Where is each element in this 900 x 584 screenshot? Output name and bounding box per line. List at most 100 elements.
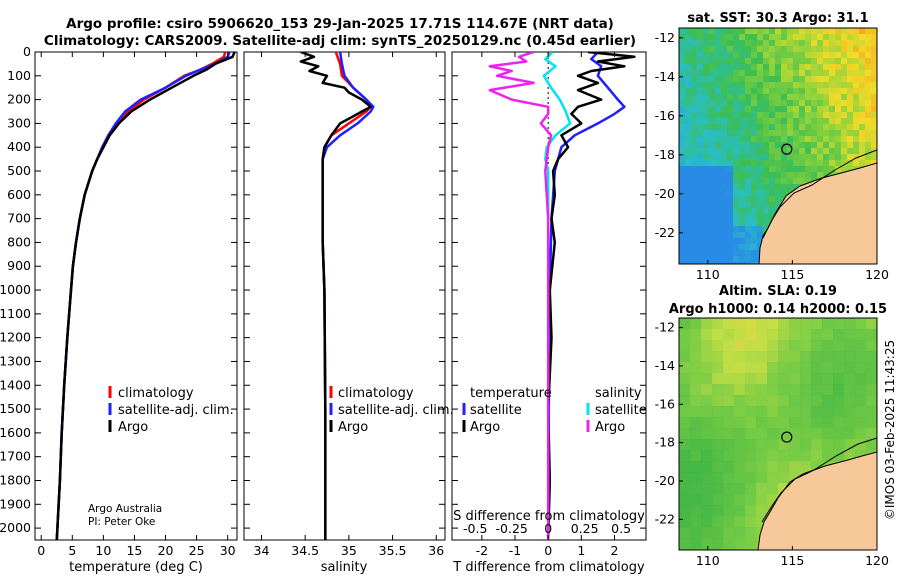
sst-cell (733, 130, 740, 137)
sla-cell (745, 318, 757, 330)
sst-cell (703, 172, 710, 179)
sst-cell (805, 58, 812, 65)
sst-cell (763, 172, 770, 179)
sla-cell (679, 362, 691, 374)
sst-cell (757, 148, 764, 155)
sst-cell (715, 244, 722, 251)
sst-cell (721, 106, 728, 113)
sst-cell (781, 130, 788, 137)
sst-cell (739, 256, 746, 263)
legend-label-s-satellite: satellite (595, 403, 647, 418)
sla-cell (745, 428, 757, 440)
sla-cell (811, 373, 823, 385)
sla-cell (723, 318, 735, 330)
sst-cell (733, 148, 740, 155)
sst-cell (745, 88, 752, 95)
sst-cell (691, 124, 698, 131)
sla-cell (877, 527, 889, 539)
sst-cell (745, 178, 752, 185)
x-tick-label: 10 (95, 543, 111, 558)
sst-cell (745, 244, 752, 251)
sst-cell (757, 184, 764, 191)
sst-cell (835, 82, 842, 89)
sst-cell (853, 76, 860, 83)
sst-cell (727, 160, 734, 167)
sla-cell (723, 538, 735, 550)
sst-cell (715, 34, 722, 41)
sst-cell (679, 130, 686, 137)
sla-cell (789, 395, 801, 407)
sst-cell (739, 40, 746, 47)
sst-cell (709, 94, 716, 101)
sst-cell (727, 118, 734, 125)
sst-cell (751, 64, 758, 71)
lat-tick-label: -18 (655, 435, 675, 450)
sst-cell (829, 88, 836, 95)
sst-cell (859, 100, 866, 107)
sst-cell (781, 46, 788, 53)
sla-cell (855, 384, 867, 396)
sst-cell (733, 208, 740, 215)
sst-cell (715, 184, 722, 191)
sst-cell (709, 172, 716, 179)
sst-cell (847, 46, 854, 53)
sla-cell (734, 428, 746, 440)
sst-cell (799, 118, 806, 125)
sst-cell (733, 232, 740, 239)
sst-cell (715, 58, 722, 65)
sst-cell (685, 88, 692, 95)
difference-series (488, 52, 636, 540)
sst-cell (709, 256, 716, 263)
sst-cell (811, 172, 818, 179)
sst-cell (739, 28, 746, 35)
sst-cell (853, 148, 860, 155)
sst-cell (721, 136, 728, 143)
sst-cell (751, 178, 758, 185)
sst-cell (823, 148, 830, 155)
sst-cell (697, 160, 704, 167)
sst-cell (745, 232, 752, 239)
sst-cell (715, 196, 722, 203)
x-tick-label: 25 (189, 543, 205, 558)
sst-cell (841, 52, 848, 59)
sst-cell (769, 196, 776, 203)
sst-cell (865, 160, 872, 167)
sst-cell (757, 220, 764, 227)
sst-cell (835, 130, 842, 137)
sst-cell (811, 46, 818, 53)
sst-cell (751, 232, 758, 239)
sst-cell (835, 88, 842, 95)
sst-cell (757, 166, 764, 173)
sst-cell (679, 172, 686, 179)
sla-cell (712, 384, 724, 396)
sst-cell (751, 136, 758, 143)
sst-cell (751, 124, 758, 131)
sst-cell (685, 130, 692, 137)
sla-cell (723, 340, 735, 352)
sst-cell (763, 64, 770, 71)
sla-cell (800, 439, 812, 451)
lat-tick-label: -16 (655, 396, 675, 411)
sst-cell (739, 166, 746, 173)
sst-cell (823, 136, 830, 143)
sst-cell (799, 178, 806, 185)
sst-cell (811, 52, 818, 59)
sla-cell (822, 362, 834, 374)
sst-cell (751, 226, 758, 233)
sst-cell (733, 220, 740, 227)
sst-cell (769, 190, 776, 197)
sst-cell (847, 64, 854, 71)
sst-cell (823, 142, 830, 149)
sst-cell (691, 214, 698, 221)
sst-map-lon-ticks: 110 115 120 (696, 260, 889, 282)
sst-cell (805, 46, 812, 53)
sst-cell (685, 52, 692, 59)
sst-cell (745, 40, 752, 47)
sst-cell (721, 166, 728, 173)
sst-cell (835, 40, 842, 47)
sla-cell (866, 384, 877, 396)
sst-cell (679, 154, 686, 161)
sla-cell (712, 505, 724, 517)
sst-cell (685, 94, 692, 101)
